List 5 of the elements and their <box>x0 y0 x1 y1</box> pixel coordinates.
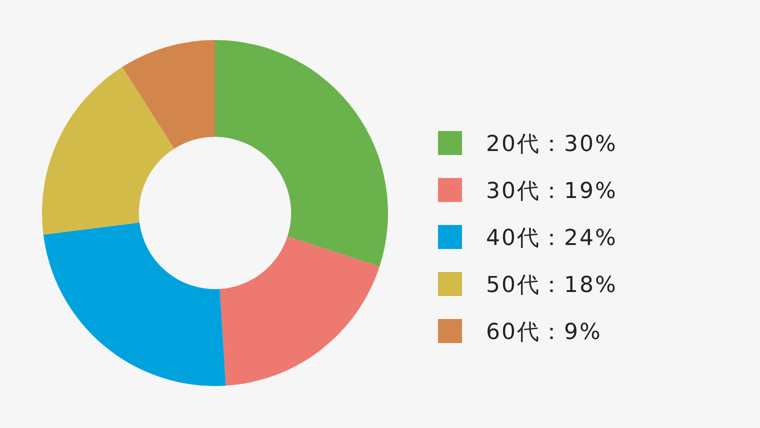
legend-label: 40代：24% <box>486 226 618 251</box>
legend-label: 20代：30% <box>486 132 618 157</box>
legend-label: 60代：9% <box>486 320 602 345</box>
legend-label: 30代：19% <box>486 179 618 204</box>
legend-label: 50代：18% <box>486 273 618 298</box>
